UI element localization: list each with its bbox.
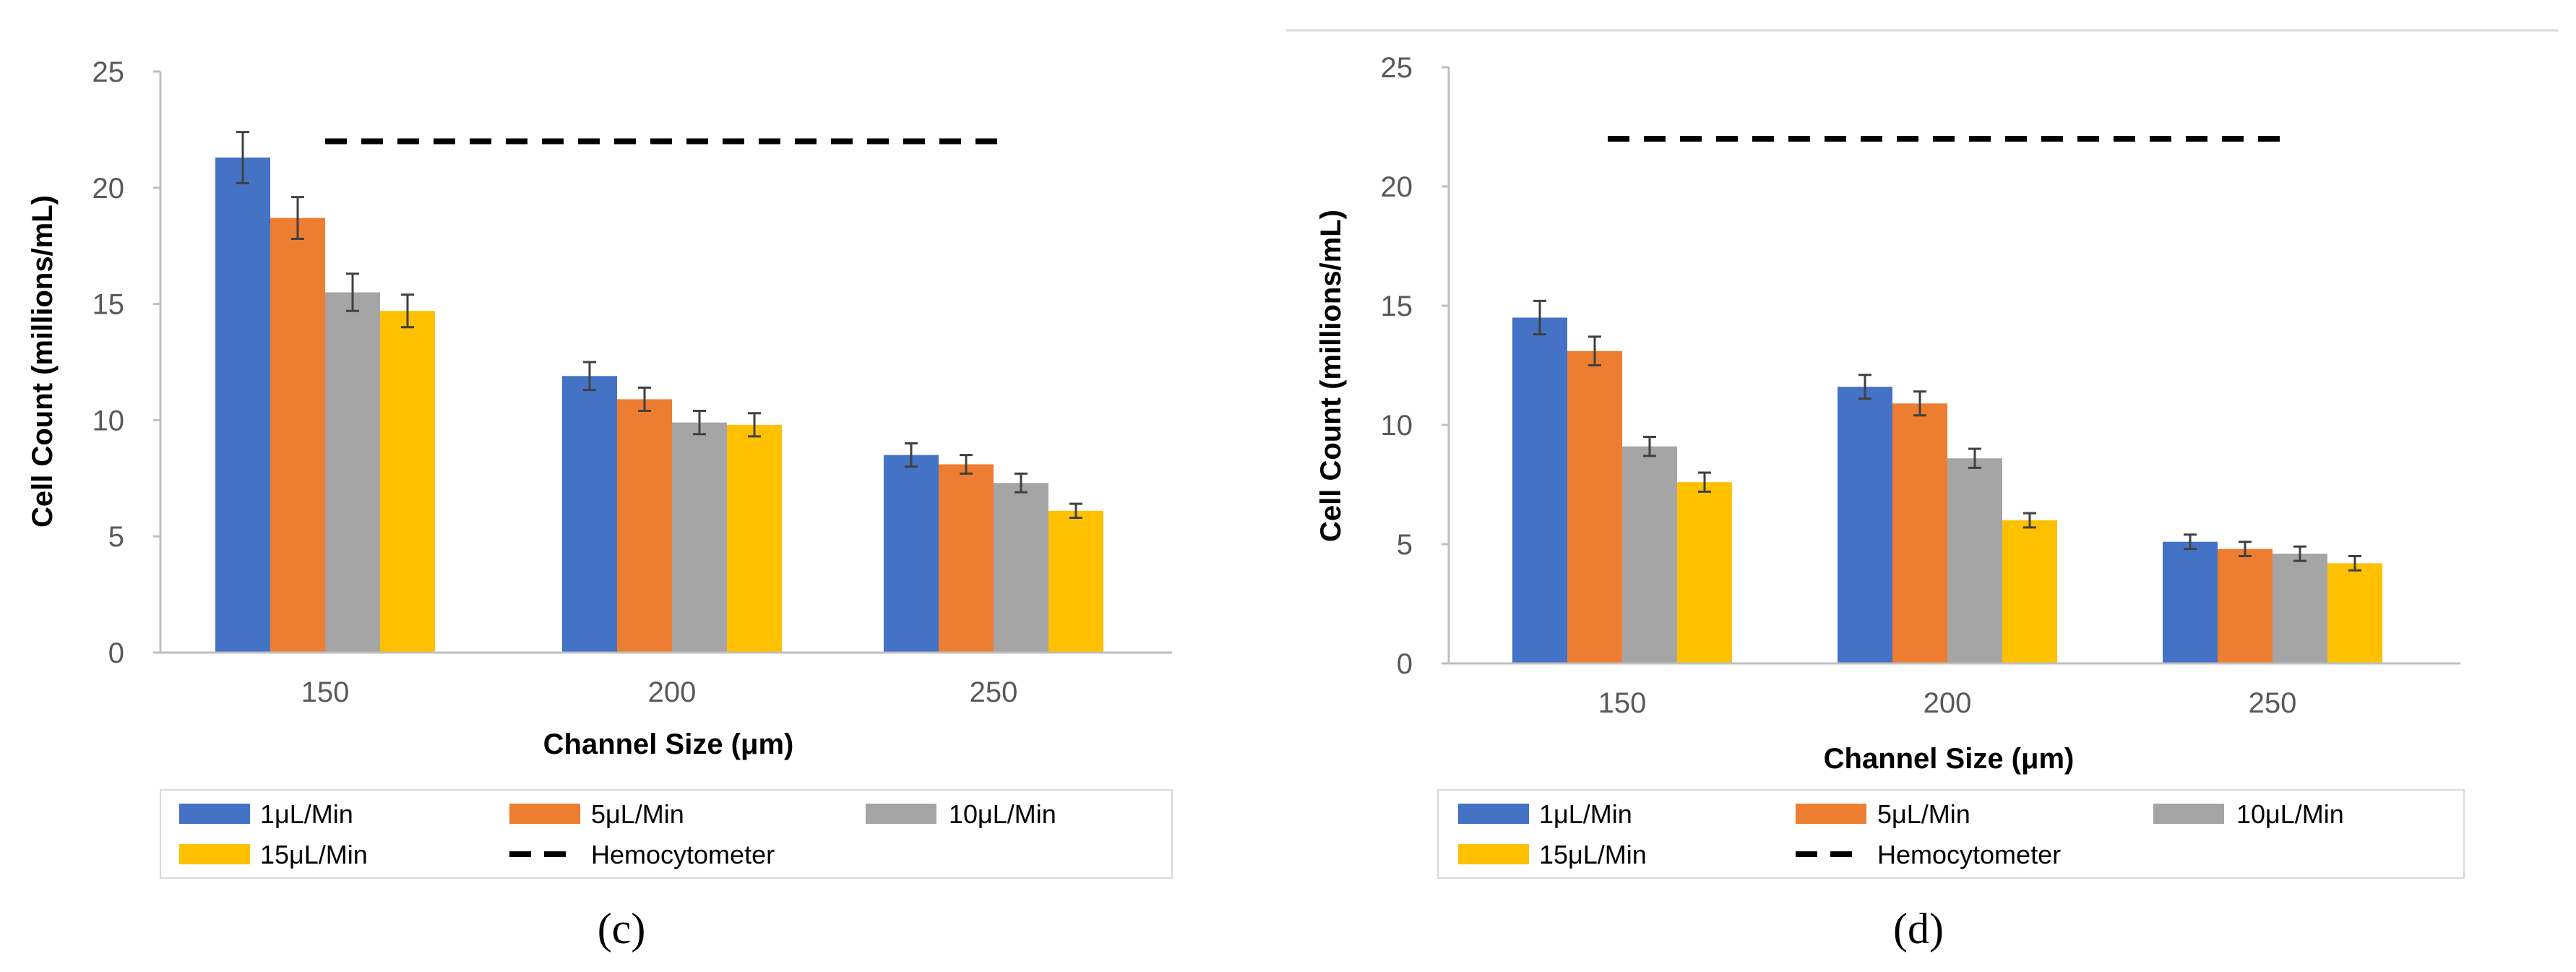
legend-label: 10μL/Min	[2236, 799, 2344, 829]
y-tick-label: 5	[108, 521, 124, 553]
x-tick-label: 150	[1598, 687, 1647, 719]
bar-c-150-s1	[270, 218, 325, 653]
legend-label: 5μL/Min	[1877, 799, 1970, 829]
bar-d-200-s0	[1838, 387, 1892, 663]
bar-d-150-s1	[1567, 350, 1622, 663]
bar-d-150-s3	[1677, 482, 1732, 663]
bar-d-150-s2	[1622, 446, 1677, 663]
y-tick-label: 0	[1397, 648, 1413, 680]
y-tick-label: 5	[1397, 529, 1413, 561]
bar-d-250-s1	[2218, 549, 2273, 663]
legend-label: 5μL/Min	[591, 799, 684, 829]
bars-d	[1512, 136, 2382, 663]
legend-swatch	[866, 804, 936, 824]
y-tick-label: 25	[92, 56, 125, 88]
legend-label: Hemocytometer	[591, 840, 775, 869]
legend-label: 1μL/Min	[1539, 799, 1632, 829]
y-tick-label: 10	[92, 405, 125, 436]
bar-c-150-s0	[215, 157, 270, 653]
chart-panel-d: 0 5 10 15 20 25 150 200 250 Cell Count (million…	[1315, 52, 2465, 952]
bar-c-250-s2	[994, 483, 1048, 653]
x-tick-label: 200	[1924, 687, 1972, 719]
bar-c-200-s1	[617, 399, 672, 653]
legend-label: Hemocytometer	[1877, 840, 2061, 869]
bar-c-200-s0	[562, 376, 617, 653]
legend-swatch	[509, 804, 580, 824]
y-tick-label: 15	[92, 289, 125, 321]
legend-d: 1μL/Min 5μL/Min 10μL/Min 15μL/Min Hemocytome…	[1437, 789, 2465, 879]
bar-c-250-s1	[939, 464, 994, 653]
bar-d-200-s2	[1947, 458, 2002, 663]
legend-label: 15μL/Min	[1539, 840, 1647, 869]
x-tick-label: 250	[2249, 687, 2297, 719]
y-axis-title-d: Cell Count (millions/mL)	[1315, 210, 1347, 542]
bar-d-250-s3	[2327, 563, 2382, 663]
bar-c-150-s2	[325, 292, 380, 653]
bar-c-250-s0	[884, 455, 939, 653]
panel-label-c: (c)	[598, 905, 646, 952]
axes-d: 150 200 250	[1447, 67, 2460, 719]
legend-swatch	[179, 844, 250, 864]
y-tick-label: 25	[1381, 52, 1413, 84]
bars-c	[215, 131, 1103, 653]
y-tick-label: 20	[92, 173, 125, 205]
bar-c-150-s3	[380, 311, 435, 653]
x-tick-label: 200	[648, 676, 697, 708]
y-tick-label: 10	[1381, 410, 1413, 442]
panel-label-d: (d)	[1893, 905, 1944, 952]
legend-c: 1μL/Min 5μL/Min 10μL/Min 15μL/Min Hemocytome…	[160, 789, 1173, 879]
legend-box	[1437, 789, 2465, 879]
legend-swatch	[2153, 804, 2224, 824]
bar-d-250-s2	[2273, 554, 2327, 663]
y-tick-label: 20	[1381, 171, 1413, 203]
legend-swatch	[1458, 804, 1529, 824]
x-axis-title-d: Channel Size (μm)	[1824, 743, 2075, 775]
legend-label: 1μL/Min	[260, 799, 353, 829]
legend-label: 15μL/Min	[260, 840, 368, 869]
y-axis-ticks-c: 0 5 10 15 20 25	[92, 56, 160, 669]
legend-swatch	[179, 804, 250, 824]
legend-swatch	[1796, 804, 1866, 824]
x-tick-label: 150	[301, 676, 350, 708]
y-axis-ticks-d: 0 5 10 15 20 25	[1381, 52, 1449, 680]
bar-c-250-s3	[1048, 510, 1103, 653]
bar-d-250-s0	[2163, 541, 2218, 663]
legend-swatch	[1458, 844, 1529, 864]
bar-d-150-s0	[1512, 317, 1567, 663]
bar-d-200-s3	[2002, 520, 2057, 663]
axes-c: 150 200 250	[159, 72, 1172, 708]
y-axis-title-c: Cell Count (millions/mL)	[27, 195, 59, 528]
chart-panel-c: 0 5 10 15 20 25 150 200 250 Cell Count (million…	[27, 56, 1173, 952]
legend-label: 10μL/Min	[949, 799, 1056, 829]
legend-box	[160, 789, 1173, 879]
y-tick-label: 0	[108, 637, 124, 669]
bar-c-200-s2	[672, 422, 727, 653]
bar-c-200-s3	[727, 424, 782, 653]
x-axis-title-c: Channel Size (μm)	[543, 728, 794, 760]
y-tick-label: 15	[1381, 291, 1413, 322]
x-tick-label: 250	[970, 676, 1018, 708]
bar-d-200-s1	[1892, 403, 1947, 663]
